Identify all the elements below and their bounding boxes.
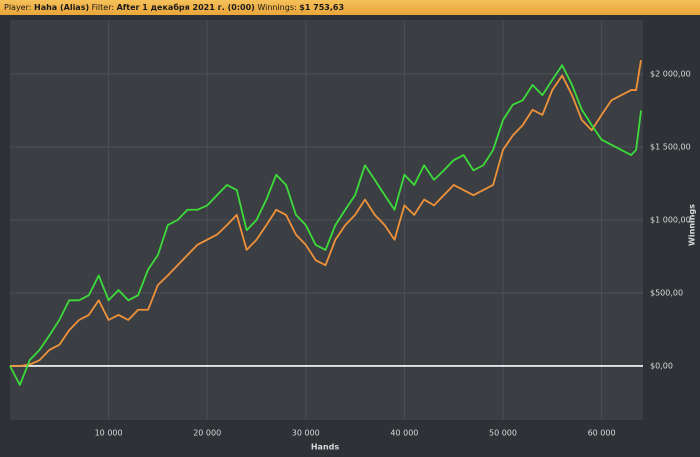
x-tick-label: 60 000	[588, 429, 616, 438]
winnings: $1 753,63	[299, 3, 345, 12]
x-tick-label: 40 000	[390, 429, 418, 438]
x-tick-label: 10 000	[95, 429, 123, 438]
x-tick-label: 50 000	[489, 429, 517, 438]
filter: After 1 декабря 2021 г. (0:00)	[116, 3, 255, 12]
y-tick-label: $0,00	[650, 361, 673, 370]
y-tick-label: $500,00	[650, 288, 683, 297]
player-label: Player:	[4, 3, 32, 12]
x-tick-label: 20 000	[193, 429, 221, 438]
filter-label: Filter:	[91, 3, 115, 12]
y-tick-label: $1 500,00	[650, 143, 691, 152]
y-tick-label: $1 000,00	[650, 216, 691, 225]
chart: Hands Winnings 10 000 20 000 30 000 40 000 5…	[9, 20, 697, 452]
y-tick-label: $2 000,00	[650, 70, 691, 79]
player: Haha (Alias)	[34, 3, 90, 12]
y-axis-label: Winnings	[688, 204, 697, 246]
header-bar: Player: Haha (Alias) Filter: After 1 дек…	[0, 0, 700, 15]
x-tick-label: 30 000	[292, 429, 320, 438]
series-line	[9, 64, 642, 386]
winnings-label: Winnings:	[257, 3, 297, 12]
x-axis-label: Hands	[311, 443, 340, 452]
series-line	[10, 59, 642, 367]
